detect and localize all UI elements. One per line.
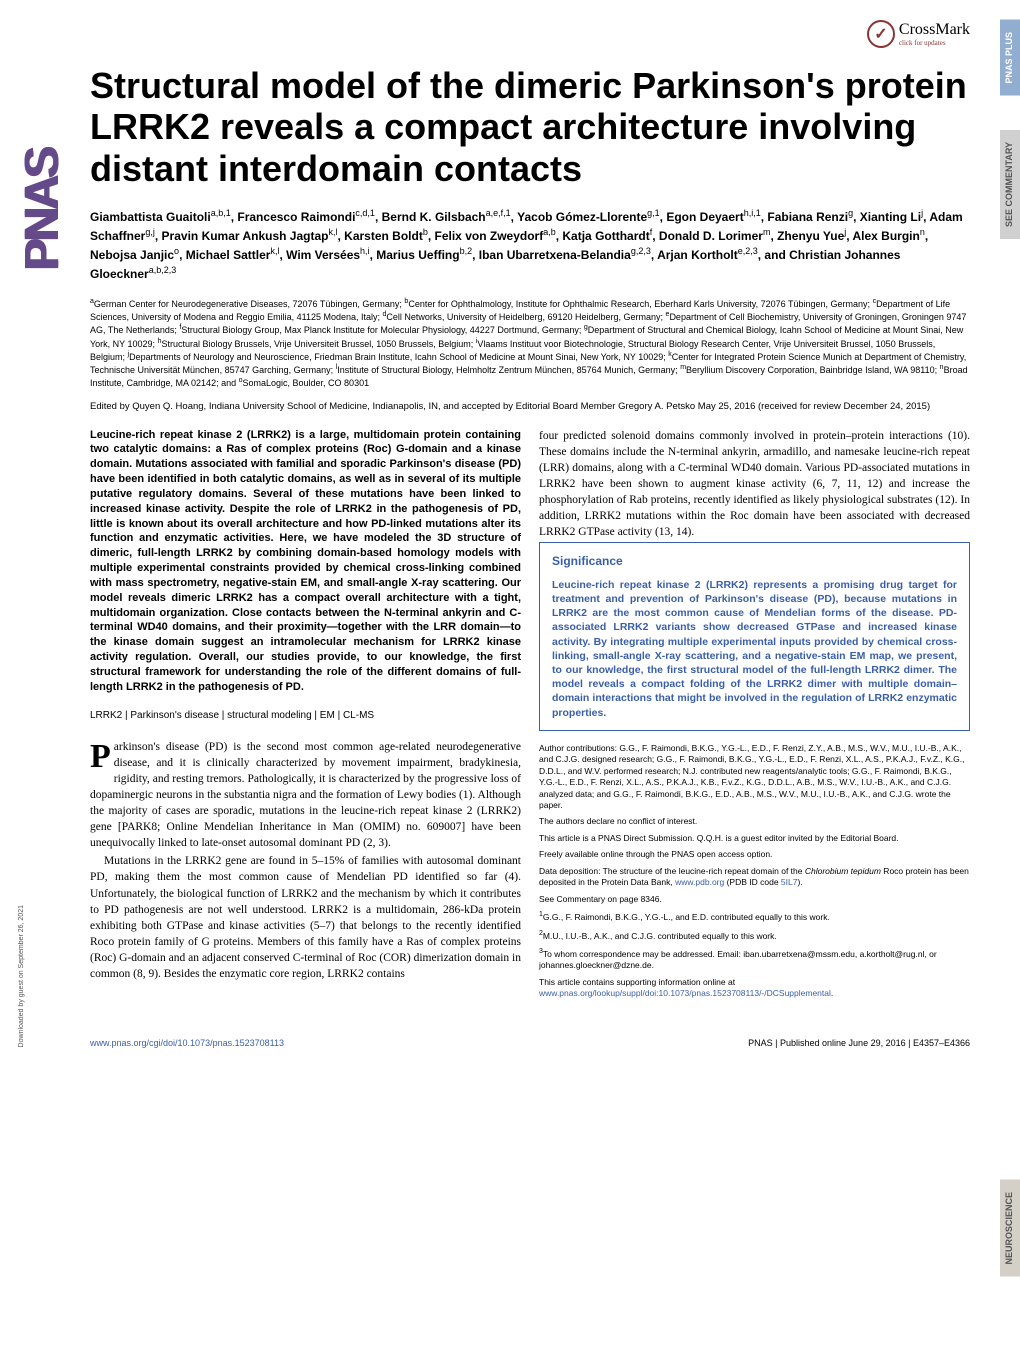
keywords: LRRK2 | Parkinson's disease | structural… — [90, 709, 521, 723]
pdb-link[interactable]: www.pdb.org — [675, 877, 724, 887]
direct-submission: This article is a PNAS Direct Submission… — [539, 833, 970, 844]
open-access: Freely available online through the PNAS… — [539, 849, 970, 860]
supporting-link[interactable]: www.pnas.org/lookup/suppl/doi:10.1073/pn… — [539, 988, 831, 998]
body-text-left: Parkinson's disease (PD) is the second m… — [90, 739, 521, 982]
para2: Mutations in the LRRK2 gene are found in… — [90, 853, 521, 982]
correspondence: 3To whom correspondence may be addressed… — [539, 947, 970, 972]
pnas-logo-sidebar: PNAS — [15, 150, 65, 500]
tab-pnas-plus: PNAS PLUS — [1000, 20, 1020, 96]
right-column: four predicted solenoid domains commonly… — [539, 428, 970, 1005]
pnas-logo: PNAS — [15, 150, 70, 271]
footnotes: Author contributions: G.G., F. Raimondi,… — [539, 743, 970, 1000]
data-deposition: Data deposition: The structure of the le… — [539, 866, 970, 889]
author-list: Giambattista Guaitolia,b,1, Francesco Ra… — [90, 207, 970, 283]
para3: four predicted solenoid domains commonly… — [539, 428, 970, 541]
article-title: Structural model of the dimeric Parkinso… — [90, 65, 970, 189]
pdb-code-link[interactable]: 5IL7 — [781, 877, 798, 887]
crossmark-label: CrossMark click for updates — [899, 21, 970, 47]
conflict-statement: The authors declare no conflict of inter… — [539, 816, 970, 827]
author-contributions: Author contributions: G.G., F. Raimondi,… — [539, 743, 970, 812]
doi-link[interactable]: www.pnas.org/cgi/doi/10.1073/pnas.152370… — [90, 1038, 284, 1048]
footer-right: PNAS | Published online June 29, 2016 | … — [748, 1038, 970, 1048]
significance-title: Significance — [552, 553, 957, 570]
page-footer: www.pnas.org/cgi/doi/10.1073/pnas.152370… — [90, 1030, 970, 1048]
download-timestamp: Downloaded by guest on September 26, 202… — [18, 905, 25, 1047]
equal-contrib-1: 1G.G., F. Raimondi, B.K.G., Y.G.-L., and… — [539, 910, 970, 923]
equal-contrib-2: 2M.U., I.U.-B., A.K., and C.J.G. contrib… — [539, 929, 970, 942]
abstract: Leucine-rich repeat kinase 2 (LRRK2) is … — [90, 428, 521, 695]
affiliations: aGerman Center for Neurodegenerative Dis… — [90, 297, 970, 389]
significance-text: Leucine-rich repeat kinase 2 (LRRK2) rep… — [552, 578, 957, 720]
editor-note: Edited by Quyen Q. Hoang, Indiana Univer… — [90, 401, 970, 413]
significance-box: Significance Leucine-rich repeat kinase … — [539, 542, 970, 731]
dropcap: P — [90, 739, 114, 773]
crossmark-badge[interactable]: ✓ CrossMark click for updates — [867, 20, 970, 48]
para1: arkinson's disease (PD) is the second mo… — [90, 741, 521, 850]
supporting-info: This article contains supporting informa… — [539, 977, 970, 1000]
body-text-right: four predicted solenoid domains commonly… — [539, 428, 970, 541]
see-commentary: See Commentary on page 8346. — [539, 894, 970, 905]
tab-see-commentary: SEE COMMENTARY — [1000, 130, 1020, 239]
tab-neuroscience: NEUROSCIENCE — [1000, 1180, 1020, 1277]
crossmark-icon: ✓ — [867, 20, 895, 48]
left-column: Leucine-rich repeat kinase 2 (LRRK2) is … — [90, 428, 521, 1005]
